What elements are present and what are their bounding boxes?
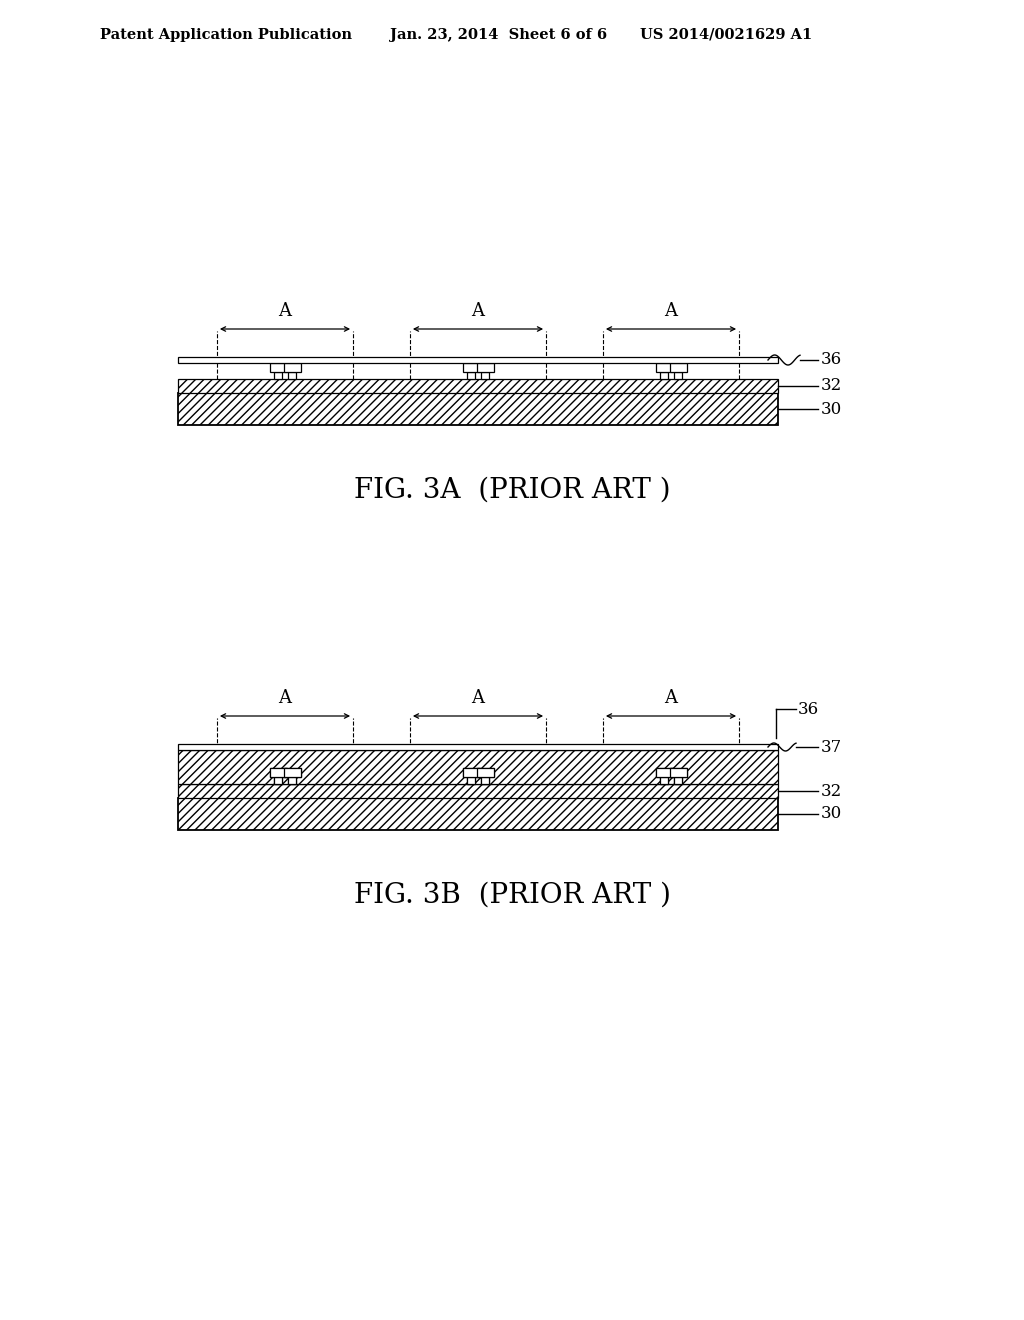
Bar [467, 372, 475, 379]
Bar [274, 372, 282, 379]
Bar [670, 363, 687, 372]
Text: 37: 37 [821, 738, 843, 755]
Bar [477, 363, 494, 372]
Text: A: A [279, 302, 292, 319]
Bar [481, 777, 489, 784]
Bar [481, 777, 489, 784]
Bar [178, 379, 778, 393]
Bar [288, 777, 296, 784]
Bar [178, 393, 778, 425]
Text: Patent Application Publication: Patent Application Publication [100, 28, 352, 42]
Bar [178, 750, 778, 784]
Text: 36: 36 [821, 351, 842, 368]
Text: A: A [471, 689, 484, 708]
Bar [477, 768, 494, 777]
Bar [270, 768, 287, 777]
Bar [284, 768, 301, 777]
Bar [178, 799, 778, 830]
Bar [467, 777, 475, 784]
Text: Jan. 23, 2014  Sheet 6 of 6: Jan. 23, 2014 Sheet 6 of 6 [390, 28, 607, 42]
Text: 30: 30 [821, 400, 843, 417]
Bar [270, 768, 287, 777]
Bar [178, 784, 778, 799]
Text: 30: 30 [821, 805, 843, 822]
Text: FIG. 3B  (PRIOR ART ): FIG. 3B (PRIOR ART ) [353, 882, 671, 908]
Bar [477, 768, 494, 777]
Bar [656, 768, 673, 777]
Bar [674, 777, 682, 784]
Bar [656, 363, 673, 372]
Text: A: A [665, 689, 678, 708]
Text: FIG. 3A  (PRIOR ART ): FIG. 3A (PRIOR ART ) [353, 477, 671, 503]
Bar [467, 777, 475, 784]
Text: 36: 36 [798, 701, 819, 718]
Bar [670, 768, 687, 777]
Bar [284, 363, 301, 372]
Bar [463, 363, 480, 372]
Text: A: A [471, 302, 484, 319]
Bar [178, 744, 778, 750]
Bar [660, 777, 668, 784]
Bar [481, 372, 489, 379]
Bar [660, 372, 668, 379]
Bar [274, 777, 282, 784]
Text: US 2014/0021629 A1: US 2014/0021629 A1 [640, 28, 812, 42]
Text: 32: 32 [821, 783, 843, 800]
Text: 32: 32 [821, 378, 843, 395]
Bar [288, 372, 296, 379]
Bar [274, 777, 282, 784]
Bar [674, 777, 682, 784]
Bar [284, 768, 301, 777]
Bar [463, 768, 480, 777]
Text: A: A [279, 689, 292, 708]
Bar [660, 777, 668, 784]
Bar [463, 768, 480, 777]
Bar [674, 372, 682, 379]
Bar [656, 768, 673, 777]
Bar [670, 768, 687, 777]
Text: A: A [665, 302, 678, 319]
Bar [270, 363, 287, 372]
Bar [288, 777, 296, 784]
Bar [178, 356, 778, 363]
